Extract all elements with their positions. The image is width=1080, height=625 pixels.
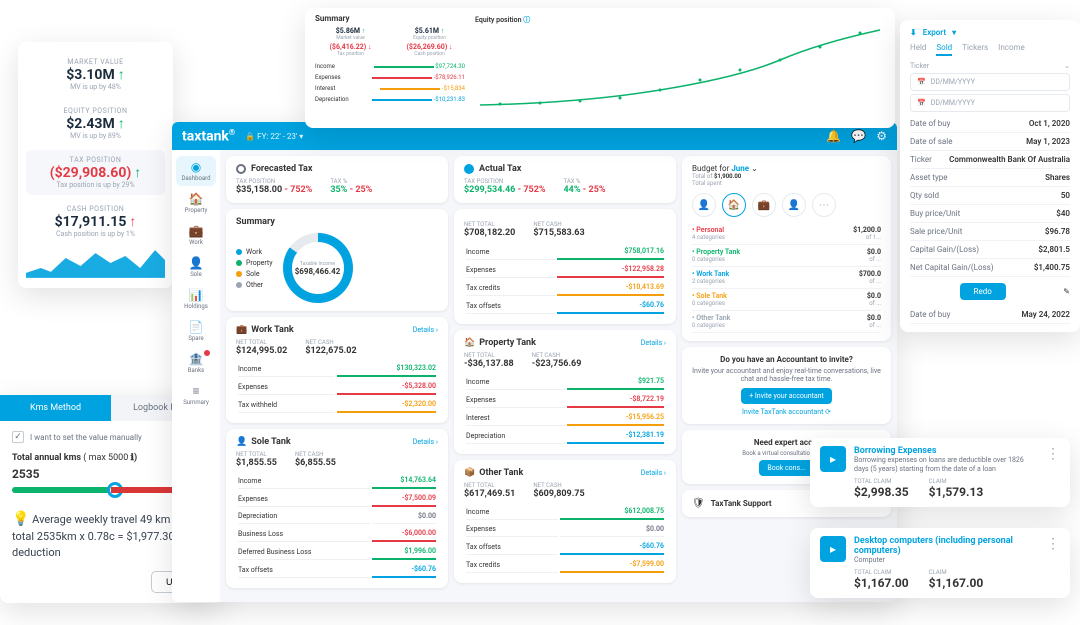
main-dashboard: taxtank® 🔒 FY: 22' - 23' ▾ 🔔 💬 ⚙ ◉Dashbo… (172, 122, 897, 602)
budget-card: Budget for June ⌄ Total of $1,900.00 Tot… (682, 156, 891, 341)
tab-kms-method[interactable]: Kms Method (0, 395, 111, 421)
position-item[interactable]: EQUITY POSITION$2.43M ↑MV is up by 89% (26, 101, 165, 146)
nav-summary[interactable]: ≡Summary (176, 380, 216, 410)
nav-property[interactable]: 🏠Property (176, 188, 216, 218)
forecasted-tax-card: Forecasted Tax TAX POSITION$35,158.00 - … (226, 156, 448, 203)
claim-card-borrowing: ▸ Borrowing ExpensesBorrowing expenses o… (810, 438, 1070, 507)
actual-tax-card: Actual Tax TAX POSITION$299,534.46 - 752… (454, 156, 676, 203)
bell-icon[interactable]: 🔔 (826, 129, 841, 143)
fy-selector[interactable]: 🔒 FY: 22' - 23' ▾ (245, 132, 303, 141)
export-tab-held[interactable]: Held (910, 43, 926, 56)
export-tab-income[interactable]: Income (998, 43, 1025, 56)
position-item[interactable]: TAX POSITION($29,908.60) ↑Tax position i… (26, 150, 165, 195)
equity-chart: Equity position ⓘ (475, 14, 885, 122)
budget-icon-other[interactable]: ⋯ (812, 193, 836, 217)
side-nav: ◉Dashboard🏠Property💼Work👤Sole📊Holdings📄S… (172, 150, 220, 602)
redo-button[interactable]: Redo (960, 283, 1006, 300)
positions-panel: MARKET VALUE$3.10M ↑MV is up by 48%EQUIT… (18, 42, 173, 288)
summary-table-card: NET TOTAL$708,182.20 NET CASH$715,583.63… (454, 209, 676, 324)
shield-icon: 🛡 (692, 498, 705, 509)
summary-overlay: Summary $5.86M ↑Market value$5.61M ↑Equi… (305, 8, 895, 128)
nav-sole[interactable]: 👤Sole (176, 252, 216, 282)
export-panel: ⬇ Export ▾ HeldSoldTickersIncome Ticker⌄… (900, 20, 1080, 332)
work-tank-card: 💼Work TankDetails › NET TOTAL$124,995.02… (226, 317, 448, 423)
brand-logo: taxtank® (182, 128, 235, 145)
export-tab-sold[interactable]: Sold (936, 43, 952, 56)
invite-taxtank-link[interactable]: Invite TaxTank accountant ⟳ (742, 408, 831, 416)
nav-banks[interactable]: 🏦Banks (176, 348, 216, 378)
property-tank-card: 🏠Property TankDetails › NET TOTAL-$36,13… (454, 330, 676, 454)
date-to-input[interactable]: 📅DD/MM/YYYY (910, 94, 1070, 112)
budget-icon-sole[interactable]: 👤 (782, 193, 806, 217)
date-from-input[interactable]: 📅DD/MM/YYYY (910, 73, 1070, 91)
edit-icon[interactable]: ✎ (1063, 287, 1070, 296)
accountant-invite-card: Do you have an Accountant to invite? Inv… (682, 347, 891, 424)
details-link[interactable]: Details › (413, 438, 438, 446)
book-consult-button[interactable]: Book cons... (759, 460, 813, 476)
chat-icon[interactable]: 💬 (851, 129, 866, 143)
manual-label: I want to set the value manually (30, 433, 142, 442)
sole-tank-card: 👤Sole TankDetails › NET TOTAL$1,855.55NE… (226, 429, 448, 588)
other-tank-card: 📦Other TankDetails › NET TOTAL$617,469.5… (454, 460, 676, 583)
nav-holdings[interactable]: 📊Holdings (176, 284, 216, 314)
taxable-income-donut: Taxable Income$698,466.42 (283, 233, 353, 303)
claim-card-computer: ▸ Desktop computers (including personal … (810, 528, 1070, 598)
nav-dashboard[interactable]: ◉Dashboard (176, 156, 216, 186)
more-icon[interactable]: ⋮ (1046, 536, 1060, 590)
details-link[interactable]: Details › (413, 326, 438, 334)
position-item[interactable]: MARKET VALUE$3.10M ↑MV is up by 48% (26, 52, 165, 97)
claim-icon: ▸ (820, 536, 846, 562)
export-button[interactable]: ⬇ Export ▾ (910, 28, 1070, 37)
settings-icon[interactable]: ⚙ (876, 129, 887, 143)
summary-card: Summary WorkPropertySoleOther Taxable In… (226, 209, 448, 311)
invite-accountant-button[interactable]: + Invite your accountant (741, 388, 832, 404)
budget-icon-work[interactable]: 💼 (752, 193, 776, 217)
budget-icon-property[interactable]: 🏠 (722, 193, 746, 217)
position-item[interactable]: CASH POSITION$17,911.15 ↑Cash position i… (26, 199, 165, 244)
manual-checkbox[interactable]: ✓ (12, 431, 24, 443)
more-icon[interactable]: ⋮ (1046, 446, 1060, 499)
slider-thumb[interactable] (107, 482, 123, 498)
nav-work[interactable]: 💼Work (176, 220, 216, 250)
budget-icon-personal[interactable]: 👤 (692, 193, 716, 217)
details-link[interactable]: Details › (641, 469, 666, 477)
nav-spare[interactable]: 📄Spare (176, 316, 216, 346)
positions-sparkline (26, 248, 165, 278)
details-link[interactable]: Details › (641, 339, 666, 347)
claim-icon: ▸ (820, 446, 846, 472)
export-tab-tickers[interactable]: Tickers (962, 43, 988, 56)
